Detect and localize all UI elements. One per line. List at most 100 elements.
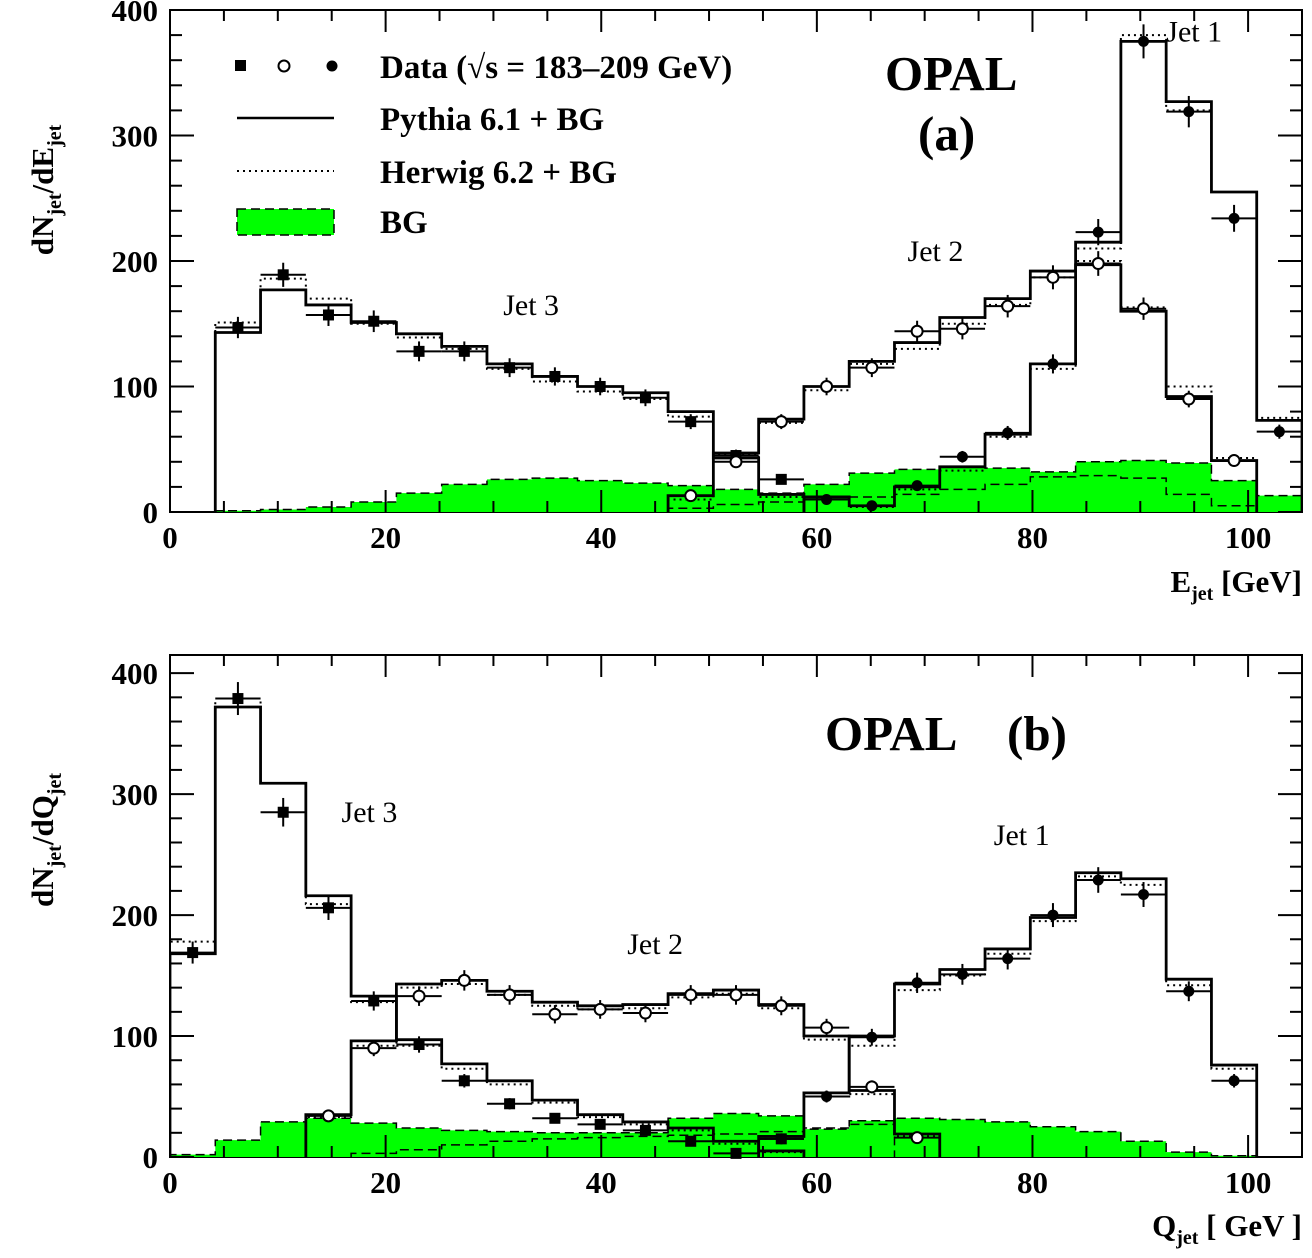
y-tick-label: 300 [112, 777, 159, 812]
data-point-filled-circle [1273, 426, 1285, 438]
panel-a-xlabel: Ejet [GeV] [1170, 564, 1302, 605]
data-point-square [413, 345, 425, 357]
jet-label: Jet 3 [503, 289, 559, 322]
data-point-square [594, 381, 606, 392]
data-point-filled-circle [1183, 106, 1195, 118]
panel-a-data-points [215, 24, 1302, 512]
data-point-filled-circle [866, 500, 878, 512]
panel-a-frame [169, 9, 1303, 513]
panel-a-experiment-label: OPAL [885, 46, 1017, 101]
legend-filled-circle-marker [326, 60, 338, 72]
data-point-open-circle [820, 380, 834, 393]
data-point-open-circle [684, 988, 698, 1002]
y-tick-label: 0 [143, 1140, 159, 1175]
panel-b-data-points [170, 682, 1257, 1159]
panel-a-ylabel: dNjet/dEjet [25, 124, 66, 255]
data-point-filled-circle [1047, 358, 1059, 370]
data-point-filled-circle [1228, 1075, 1240, 1087]
data-point-square [504, 1098, 516, 1110]
legend-open-circle-marker [277, 59, 291, 73]
data-point-filled-circle [956, 451, 968, 463]
x-tick-label: 40 [586, 520, 617, 555]
data-point-square [368, 995, 380, 1007]
x-tick-label: 0 [162, 520, 178, 555]
y-tick-label: 400 [112, 656, 159, 691]
panel-b: 0 20 40 60 80 100 0 100 200 300 400 dNjet/dQjet Qj… [25, 654, 1303, 1249]
data-point-square [685, 416, 697, 428]
data-point-filled-circle [1092, 226, 1104, 238]
data-point-open-circle [638, 1006, 652, 1020]
herwig-hist-jet-3 [170, 697, 805, 1157]
y-tick-label: 100 [112, 370, 159, 405]
data-point-square [277, 806, 289, 818]
jet-label: Jet 1 [1166, 15, 1222, 48]
panel-b-frame [169, 654, 1303, 1158]
data-point-filled-circle [1047, 909, 1059, 921]
panel-b-histograms [170, 697, 1259, 1157]
panel-b-panel-label: (b) [1007, 706, 1067, 761]
data-point-filled-circle [1228, 212, 1240, 224]
y-tick-label: 300 [112, 119, 159, 154]
data-point-open-circle [1137, 302, 1151, 316]
data-point-open-circle [684, 489, 698, 503]
x-tick-label: 20 [370, 1165, 401, 1200]
data-point-square [639, 1124, 651, 1136]
data-point-square [413, 1039, 425, 1051]
x-tick-label: 100 [1225, 1165, 1272, 1200]
panel-a-ticks: 0 20 40 60 80 100 0 100 200 300 400 [112, 0, 1303, 555]
y-tick-label: 400 [112, 0, 159, 28]
data-point-open-circle [729, 988, 743, 1002]
x-tick-label: 20 [370, 520, 401, 555]
data-point-filled-circle [956, 968, 968, 980]
legend-bg-label: BG [380, 205, 428, 241]
data-point-square [187, 947, 199, 959]
panel-a-jet-labels: Jet 1 Jet 2 Jet 3 [503, 15, 1222, 322]
y-tick-label: 100 [112, 1019, 159, 1054]
x-tick-label: 100 [1225, 520, 1272, 555]
data-point-open-circle [774, 415, 788, 429]
herwig-hist-jet-1 [757, 875, 1258, 1157]
y-tick-label: 0 [143, 495, 159, 530]
data-point-square [639, 392, 651, 404]
data-point-square [458, 345, 470, 357]
data-point-open-circle [593, 1002, 607, 1016]
data-point-open-circle [865, 361, 879, 375]
bg-partial-outline [667, 474, 1258, 512]
panel-b-jet-labels: Jet 1 Jet 2 Jet 3 [342, 796, 1050, 961]
pythia-hist-jet-1 [757, 871, 1259, 1157]
bg-fill-area [215, 460, 1302, 512]
data-point-open-circle [910, 324, 924, 338]
data-point-open-circle [457, 973, 471, 987]
data-point-square [685, 1135, 697, 1147]
y-tick-label: 200 [112, 898, 159, 933]
x-tick-label: 80 [1017, 1165, 1048, 1200]
panel-a-histograms [213, 34, 1302, 512]
y-tick-label: 200 [112, 244, 159, 279]
data-point-open-circle [910, 1131, 924, 1145]
x-tick-label: 60 [801, 520, 832, 555]
panel-a: 0 20 40 60 80 100 0 100 200 300 400 dNjet/dEjet Ej… [25, 0, 1303, 605]
panel-b-xlabel: Qjet [ GeV ] [1152, 1208, 1302, 1249]
legend-herwig-label: Herwig 6.2 + BG [380, 155, 617, 191]
data-point-open-circle [321, 1109, 335, 1123]
data-point-square [322, 309, 334, 321]
panel-a-legend: Data (√s = 183–209 GeV) Pythia 6.1 + BG … [235, 50, 732, 241]
x-tick-label: 40 [586, 1165, 617, 1200]
data-point-square [277, 269, 289, 281]
data-point-open-circle [367, 1041, 381, 1055]
jet-label: Jet 1 [994, 819, 1050, 852]
data-point-square [775, 473, 787, 485]
data-point-square [232, 693, 244, 705]
panel-b-ylabel: dNjet/dQjet [25, 773, 66, 907]
data-point-square [730, 1147, 742, 1159]
legend-pythia-label: Pythia 6.1 + BG [380, 102, 604, 138]
data-point-filled-circle [911, 977, 923, 989]
jet-label: Jet 2 [908, 235, 964, 268]
data-point-open-circle [729, 455, 743, 469]
data-point-open-circle [955, 322, 969, 336]
pythia-hist-jet-2 [666, 263, 1259, 512]
data-point-square [549, 1112, 561, 1124]
legend-square-marker [235, 60, 246, 71]
legend-data-label: Data (√s = 183–209 GeV) [380, 50, 732, 86]
